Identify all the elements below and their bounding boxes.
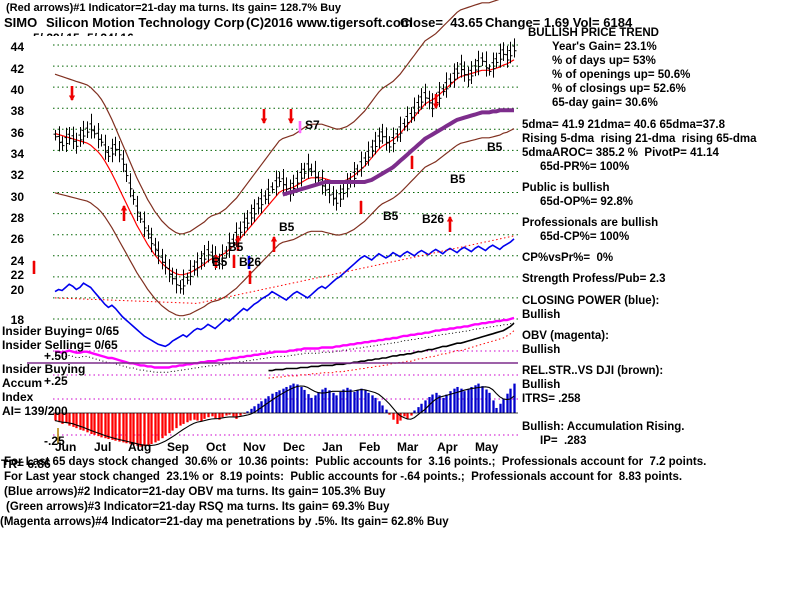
x-axis-label-jun: Jun bbox=[55, 440, 77, 454]
x-axis-label-aug: Aug bbox=[128, 440, 152, 454]
x-axis-label-mar: Mar bbox=[397, 440, 419, 454]
info-strength: Strength Profess/Pub= 2.3 bbox=[522, 273, 666, 286]
info-itrs: ITRS= .258 bbox=[522, 393, 581, 406]
y-axis-label-22: 22 bbox=[10, 268, 24, 282]
x-axis-label-jul: Jul bbox=[94, 440, 112, 454]
info-title: BULLISH PRICE TREND bbox=[528, 27, 659, 39]
indicator-1-header: (Red arrows)#1 Indicator=21-day ma turns… bbox=[6, 2, 342, 14]
signal-label-b5-2: B5 bbox=[450, 172, 466, 186]
y-axis-label-24: 24 bbox=[10, 254, 24, 268]
signal-label-b5-7: B5 bbox=[212, 255, 228, 269]
info-spacer-4 bbox=[522, 244, 800, 251]
info-aroc-line: 5dmaAROC= 385.2 % PivotP= 41.14 bbox=[522, 146, 719, 159]
info-spacer-5 bbox=[522, 265, 800, 272]
signal-label-b5-5: B5 bbox=[279, 220, 295, 234]
info-professionals-line: Professionals are bullish bbox=[522, 217, 659, 230]
info-spacer-8 bbox=[522, 357, 800, 364]
chart-svg bbox=[27, 0, 518, 447]
info-rising-line: Rising 5-dma rising 21-dma rising 65-dma bbox=[522, 132, 757, 145]
info-closings-up: % of closings up= 52.6% bbox=[552, 83, 686, 96]
y-axis-label-40: 40 bbox=[10, 83, 24, 97]
info-spacer-10 bbox=[522, 413, 800, 420]
info-spacer-1 bbox=[522, 111, 800, 118]
info-obv-label: OBV (magenta): bbox=[522, 329, 609, 342]
x-axis-label-sep: Sep bbox=[167, 440, 190, 454]
y-axis-label-28: 28 bbox=[10, 211, 24, 225]
x-axis-label-may: May bbox=[475, 440, 499, 454]
ai-value: AI= 139/200 bbox=[2, 404, 68, 418]
y-axis-label-18: 18 bbox=[10, 313, 24, 327]
x-axis-label-jan: Jan bbox=[322, 440, 343, 454]
info-days-up: % of days up= 53% bbox=[552, 55, 656, 68]
y-axis-label-34: 34 bbox=[10, 147, 24, 161]
info-obv-value: Bullish bbox=[522, 343, 561, 356]
x-axis-label-feb: Feb bbox=[359, 440, 381, 454]
info-closing-power-label: CLOSING POWER (blue): bbox=[522, 294, 660, 307]
y-axis-label-30: 30 bbox=[10, 190, 24, 204]
change-volume: Change= 1.69 Vol= 6184 bbox=[485, 15, 633, 30]
y-axis-label-44: 44 bbox=[10, 40, 24, 54]
info-public-line: Public is bullish bbox=[522, 181, 610, 194]
summary-line-65days: For Last 65 days stock changed 30.6% or … bbox=[4, 456, 707, 468]
close-price: Close= 43.65 bbox=[400, 15, 483, 30]
info-accum-label: Bullish: Accumulation Rising. bbox=[522, 421, 685, 434]
info-spacer-3 bbox=[522, 209, 800, 216]
copyright-notice: (C)2016 www.tigersoft.com bbox=[246, 15, 413, 30]
info-pr-line: 65d-PR%= 100% bbox=[540, 160, 630, 173]
indicator-3-line: (Green arrows)#3 Indicator=21-day RSQ ma… bbox=[6, 501, 390, 513]
summary-line-year: For Last year stock changed 23.1% or 8.1… bbox=[4, 471, 683, 483]
info-ip: IP= .283 bbox=[540, 435, 587, 448]
x-axis-label-nov: Nov bbox=[243, 440, 266, 454]
signal-label-s7-0: S7 bbox=[305, 118, 320, 132]
info-dma-line: 5dma= 41.9 21dma= 40.6 65dma=37.8 bbox=[522, 118, 725, 131]
y-axis-label-36: 36 bbox=[10, 126, 24, 140]
ticker-symbol: SIMO bbox=[4, 15, 38, 30]
bottom-summary-text: For Last 65 days stock changed 30.6% or … bbox=[0, 455, 800, 530]
accum-label: Accum bbox=[2, 376, 43, 390]
y-axis-label-32: 32 bbox=[10, 168, 24, 182]
price-chart-plot-area[interactable] bbox=[27, 0, 521, 447]
insider-selling-count: Insider Selling= 0/65 bbox=[2, 338, 118, 352]
info-spacer-6 bbox=[522, 287, 800, 294]
scale-minus-25: -.25 bbox=[44, 434, 65, 448]
scale-plus-50: +.50 bbox=[44, 349, 68, 363]
info-spacer-9 bbox=[522, 406, 800, 413]
indicator-4-line: (Magenta arrows)#4 Indicator=21-day ma p… bbox=[0, 516, 449, 528]
insider-buying-label: Insider Buying bbox=[2, 362, 86, 376]
info-relstr-label: REL.STR..VS DJI (brown): bbox=[522, 364, 664, 377]
signal-label-b26-4: B26 bbox=[422, 212, 445, 226]
x-axis-label-apr: Apr bbox=[437, 440, 458, 454]
info-closing-power-value: Bullish bbox=[522, 308, 561, 321]
x-axis-label-dec: Dec bbox=[283, 440, 306, 454]
signal-label-b26-8: B26 bbox=[239, 255, 262, 269]
company-name: Silicon Motion Technology Corp bbox=[46, 15, 245, 30]
signal-label-b5-3: B5 bbox=[383, 209, 399, 223]
info-spacer-2 bbox=[522, 174, 800, 181]
x-axis-label-oct: Oct bbox=[206, 440, 227, 454]
y-axis-label-42: 42 bbox=[10, 62, 24, 76]
signal-label-b5-1: B5 bbox=[487, 140, 503, 154]
insider-buying-count: Insider Buying= 0/65 bbox=[2, 324, 120, 338]
scale-plus-25: +.25 bbox=[44, 374, 68, 388]
info-cpvspr: CP%vsPr%= 0% bbox=[522, 252, 614, 265]
info-years-gain: Year's Gain= 23.1% bbox=[552, 41, 657, 54]
y-axis-label-38: 38 bbox=[10, 104, 24, 118]
info-op-line: 65d-OP%= 92.8% bbox=[540, 196, 634, 209]
tr-value: TR= 6.86 bbox=[1, 457, 51, 471]
y-axis-label-20: 20 bbox=[10, 283, 24, 297]
y-axis-label-26: 26 bbox=[10, 232, 24, 246]
index-label: Index bbox=[2, 390, 34, 404]
analysis-info-panel: BULLISH PRICE TREND Year's Gain= 23.1% %… bbox=[522, 26, 800, 448]
info-cp-line: 65d-CP%= 100% bbox=[540, 231, 630, 244]
info-65day-gain: 65-day gain= 30.6% bbox=[552, 97, 658, 110]
info-relstr-value: Bullish bbox=[522, 378, 561, 391]
signal-label-b5-6: B5 bbox=[228, 240, 244, 254]
info-spacer-7 bbox=[522, 322, 800, 329]
info-openings-up: % of openings up= 50.6% bbox=[552, 69, 691, 82]
indicator-2-line: (Blue arrows)#2 Indicator=21-day OBV ma … bbox=[4, 486, 386, 498]
